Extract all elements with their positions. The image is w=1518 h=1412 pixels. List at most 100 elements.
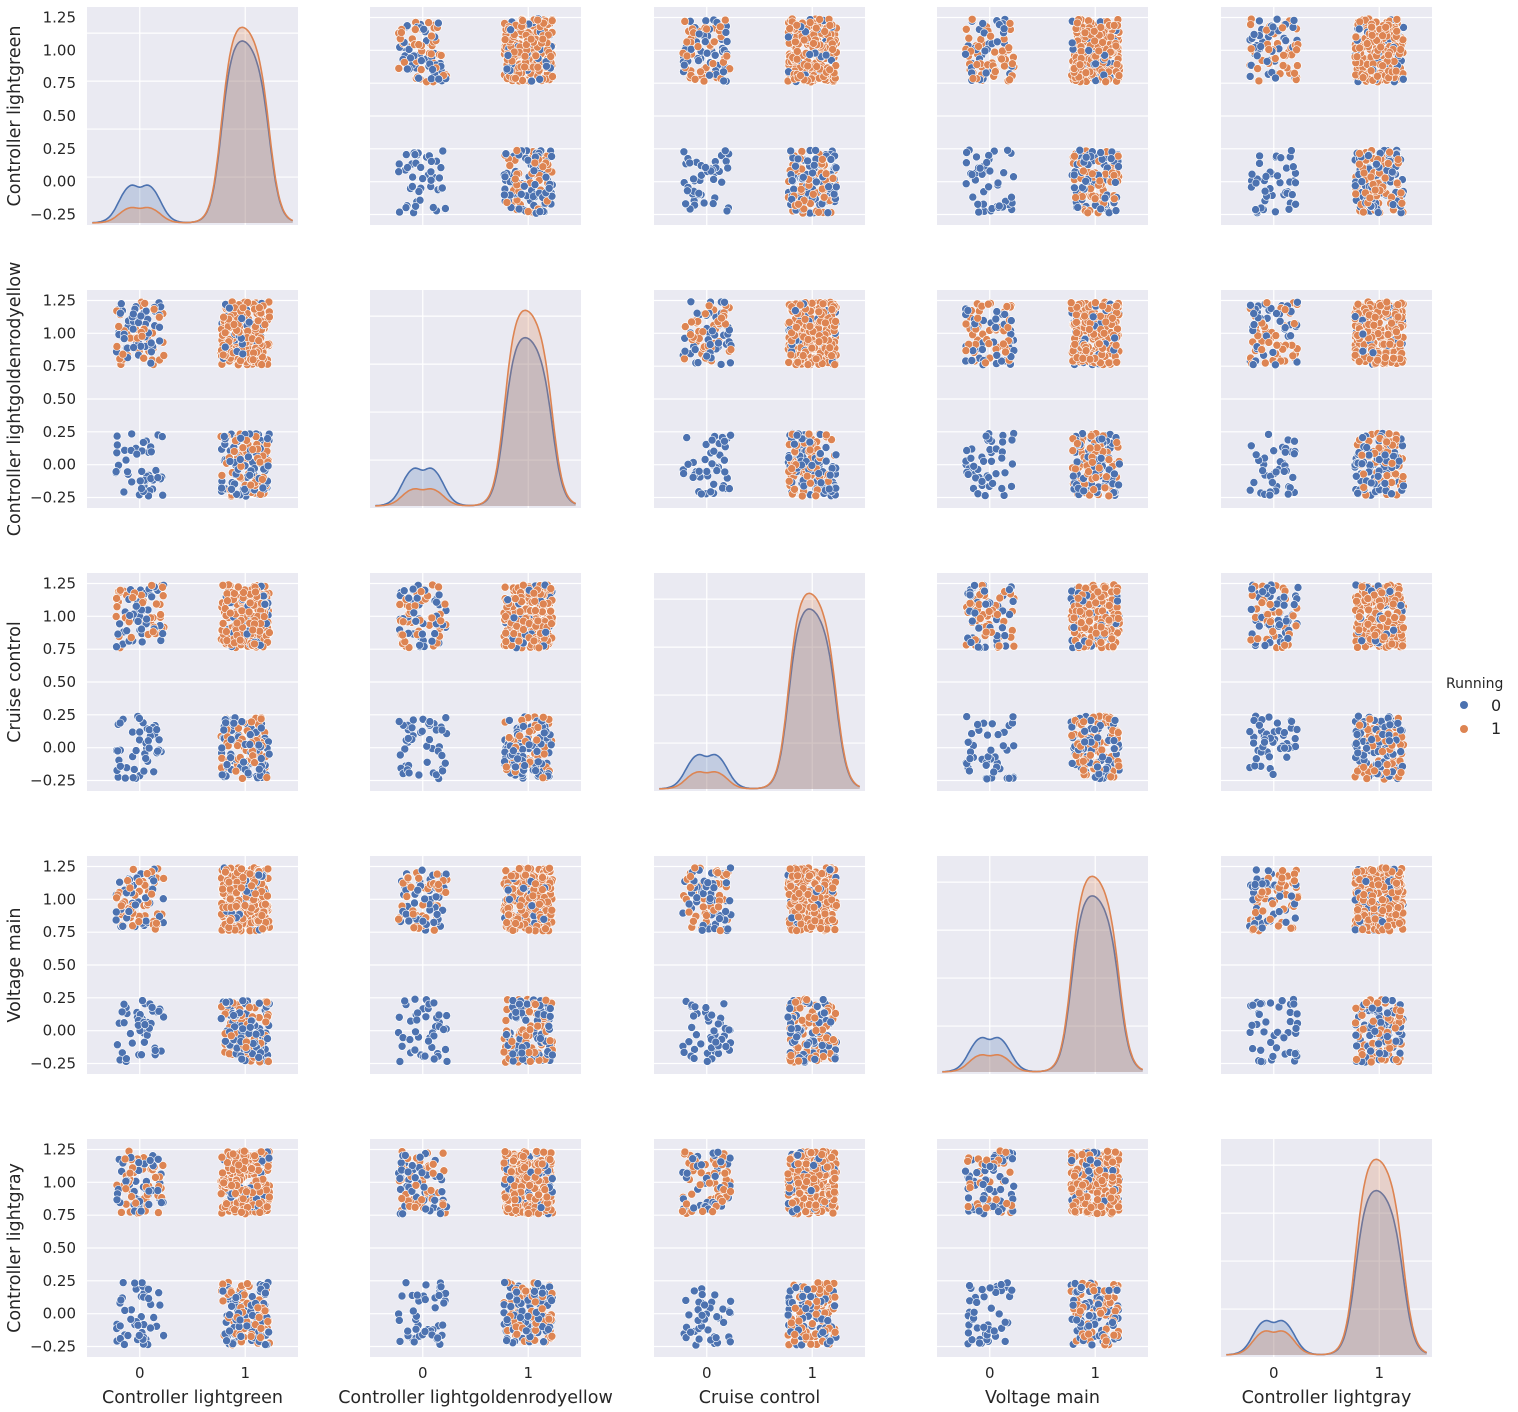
- scatter-point-1: [1392, 15, 1402, 24]
- scatter-point-1: [680, 354, 689, 364]
- scatter-point-1: [784, 358, 794, 367]
- scatter-point-1: [1359, 207, 1368, 217]
- scatter-point-0: [137, 624, 146, 634]
- scatter-point-0: [720, 297, 729, 307]
- scatter-point-1: [1104, 455, 1114, 464]
- scatter-point-0: [1255, 159, 1264, 168]
- scatter-point-1: [1355, 43, 1364, 53]
- scatter-point-0: [709, 446, 719, 456]
- scatter-point-1: [248, 355, 258, 365]
- scatter-point-1: [821, 169, 831, 178]
- scatter-point-0: [506, 25, 515, 35]
- scatter-point-1: [222, 627, 231, 636]
- scatter-point-1: [784, 476, 794, 486]
- scatter-point-0: [434, 18, 443, 28]
- scatter-point-0: [824, 182, 833, 191]
- scatter-point-1: [1393, 312, 1403, 322]
- scatter-point-0: [997, 453, 1007, 463]
- scatter-point-1: [1292, 45, 1301, 55]
- scatter-point-1: [804, 429, 814, 439]
- scatter-point-1: [217, 471, 227, 480]
- scatter-point-0: [716, 360, 726, 369]
- scatter-point-1: [814, 208, 823, 217]
- scatter-point-0: [136, 341, 146, 351]
- scatter-point-1: [811, 354, 821, 364]
- scatter-point-1: [546, 52, 556, 61]
- scatter-point-1: [1079, 166, 1088, 176]
- scatter-point-1: [1070, 151, 1079, 161]
- scatter-point-0: [428, 65, 437, 74]
- scatter-point-1: [792, 54, 802, 64]
- scatter-point-1: [1005, 75, 1014, 84]
- scatter-point-0: [1084, 46, 1093, 55]
- scatter-point-0: [1247, 441, 1256, 451]
- scatter-point-0: [999, 168, 1009, 177]
- scatter-point-1: [1272, 340, 1282, 350]
- scatter-point-1: [961, 319, 971, 329]
- scatter-point-1: [696, 67, 705, 77]
- panel-r1-c3: [937, 290, 1148, 508]
- scatter-point-1: [1101, 77, 1110, 86]
- scatter-point-0: [709, 175, 718, 184]
- scatter-point-1: [1112, 438, 1122, 447]
- scatter-point-0: [722, 206, 732, 216]
- scatter-point-1: [1104, 358, 1114, 368]
- scatter-point-0: [244, 317, 254, 327]
- scatter-point-0: [961, 179, 971, 188]
- scatter-point-0: [117, 299, 126, 309]
- scatter-point-0: [128, 773, 138, 783]
- scatter-point-0: [113, 629, 123, 639]
- kde-fill-series_0: [92, 41, 293, 223]
- scatter-point-0: [1251, 450, 1261, 460]
- scatter-point-1: [1104, 491, 1114, 501]
- scatter-point-0: [991, 323, 1001, 332]
- scatter-point-0: [113, 746, 122, 756]
- scatter-point-0: [410, 150, 420, 159]
- scatter-point-1: [1382, 471, 1392, 480]
- scatter-point-1: [265, 628, 274, 637]
- scatter-point-0: [147, 592, 156, 602]
- scatter-point-0: [237, 314, 246, 323]
- scatter-point-1: [1261, 358, 1270, 368]
- scatter-point-1: [792, 47, 802, 56]
- scatter-point-0: [219, 725, 229, 735]
- scatter-point-1: [1387, 318, 1396, 328]
- scatter-point-0: [1261, 172, 1271, 181]
- scatter-point-1: [238, 303, 248, 313]
- scatter-point-0: [1352, 471, 1361, 481]
- scatter-point-0: [414, 73, 423, 83]
- scatter-point-1: [1086, 431, 1096, 441]
- scatter-point-1: [1392, 327, 1401, 337]
- scatter-point-1: [424, 18, 433, 27]
- scatter-point-0: [720, 436, 729, 446]
- scatter-point-1: [526, 34, 536, 44]
- scatter-point-1: [786, 350, 796, 360]
- scatter-point-1: [1293, 61, 1302, 70]
- scatter-point-1: [967, 14, 977, 24]
- scatter-point-1: [255, 303, 264, 313]
- scatter-point-1: [972, 60, 982, 69]
- scatter-point-0: [973, 200, 983, 209]
- scatter-point-0: [264, 749, 274, 759]
- scatter-point-0: [115, 619, 124, 629]
- scatter-point-0: [1251, 205, 1260, 214]
- scatter-point-0: [821, 50, 831, 60]
- scatter-point-1: [1095, 339, 1104, 349]
- scatter-point-1: [1085, 325, 1094, 334]
- scatter-point-1: [140, 299, 149, 308]
- scatter-point-0: [1100, 193, 1110, 203]
- scatter-point-1: [1382, 297, 1392, 307]
- scatter-point-0: [244, 452, 253, 462]
- scatter-point-0: [394, 159, 404, 169]
- scatter-point-1: [246, 480, 256, 490]
- scatter-point-1: [797, 491, 807, 501]
- scatter-point-0: [1007, 192, 1016, 202]
- scatter-point-0: [1364, 151, 1373, 160]
- scatter-point-0: [692, 308, 702, 318]
- scatter-point-0: [816, 449, 825, 458]
- scatter-point-1: [1095, 176, 1105, 186]
- scatter-point-1: [1378, 31, 1387, 41]
- scatter-point-1: [1387, 458, 1397, 468]
- scatter-point-1: [815, 15, 824, 24]
